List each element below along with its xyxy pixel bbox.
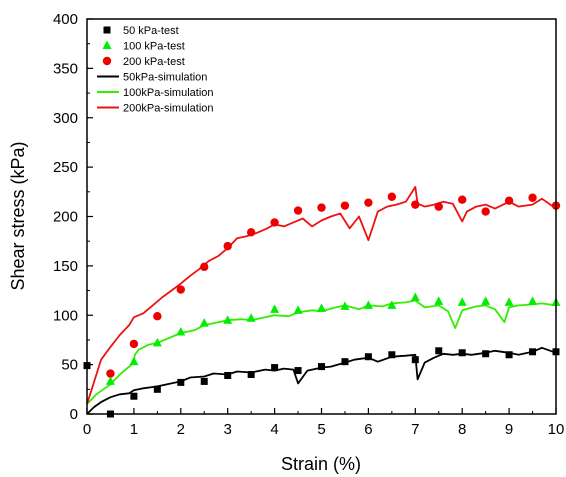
data-point-100-kpa-test bbox=[270, 304, 280, 313]
data-point-200-kpa-test bbox=[176, 285, 185, 294]
data-point-50-kpa-test bbox=[505, 351, 513, 359]
y-tick-label: 0 bbox=[70, 406, 78, 423]
y-tick-label: 400 bbox=[53, 11, 78, 28]
series-line-200kpa-simulation bbox=[86, 185, 557, 405]
x-tick-label: 3 bbox=[224, 421, 232, 438]
data-point-50-kpa-test bbox=[482, 350, 490, 358]
legend-symbol-50-kpa-test bbox=[103, 26, 111, 34]
y-tick-label: 250 bbox=[53, 159, 78, 176]
data-point-50-kpa-test bbox=[318, 363, 325, 371]
data-point-200-kpa-test bbox=[340, 201, 350, 210]
x-tick-label: 6 bbox=[364, 421, 372, 438]
data-point-200-kpa-test bbox=[387, 192, 397, 201]
x-tick-label: 0 bbox=[83, 421, 91, 438]
y-axis-title: Shear stress (kPa) bbox=[8, 141, 28, 290]
data-point-100-kpa-test bbox=[223, 315, 233, 324]
data-point-50-kpa-test bbox=[271, 364, 279, 372]
data-point-50-kpa-test bbox=[411, 356, 419, 364]
data-point-100-kpa-test bbox=[457, 297, 467, 306]
data-point-100-kpa-test bbox=[410, 292, 420, 301]
x-tick-label: 5 bbox=[317, 421, 325, 438]
series-line-50kpa-simulation bbox=[86, 346, 557, 415]
plot-area bbox=[83, 185, 561, 418]
data-point-200-kpa-test bbox=[458, 195, 467, 204]
x-tick-label: 2 bbox=[177, 421, 185, 438]
data-point-200-kpa-test bbox=[270, 218, 279, 227]
x-tick-label: 4 bbox=[270, 421, 278, 438]
data-point-50-kpa-test bbox=[364, 353, 372, 361]
y-tick-label: 300 bbox=[53, 110, 78, 127]
x-tick-label: 7 bbox=[411, 421, 419, 438]
data-point-100-kpa-test bbox=[105, 376, 115, 385]
legend-label-100kpa-simulation: 100kPa-simulation bbox=[123, 87, 214, 99]
legend-label-100-kpa-test: 100 kPa-test bbox=[123, 41, 185, 53]
y-tick-label: 50 bbox=[61, 357, 78, 374]
data-point-50-kpa-test bbox=[153, 385, 161, 393]
data-point-50-kpa-test bbox=[247, 371, 255, 378]
data-point-100-kpa-test bbox=[481, 296, 491, 305]
y-tick-label: 100 bbox=[53, 307, 78, 324]
data-point-200-kpa-test bbox=[317, 203, 326, 212]
data-point-50-kpa-test bbox=[388, 351, 396, 359]
legend-label-50-kpa-test: 50 kPa-test bbox=[123, 25, 179, 37]
x-tick-label: 8 bbox=[458, 421, 466, 438]
legend-symbol-100-kpa-test bbox=[102, 40, 112, 49]
data-point-100-kpa-test bbox=[176, 327, 186, 336]
data-point-200-kpa-test bbox=[223, 241, 232, 251]
data-point-100-kpa-test bbox=[317, 303, 326, 312]
data-point-200-kpa-test bbox=[364, 198, 373, 207]
data-point-100-kpa-test bbox=[129, 356, 139, 366]
series-line-100kpa-simulation bbox=[86, 299, 557, 405]
data-point-50-kpa-test bbox=[200, 377, 208, 385]
x-tick-label: 9 bbox=[505, 421, 513, 438]
legend: 50 kPa-test 100 kPa-test 200 kPa-test 50kPa… bbox=[97, 25, 214, 115]
x-tick-label: 1 bbox=[130, 421, 138, 438]
data-point-100-kpa-test bbox=[363, 300, 373, 309]
y-tick-label: 200 bbox=[53, 209, 78, 226]
data-point-100-kpa-test bbox=[528, 296, 538, 305]
legend-label-200-kpa-test: 200 kPa-test bbox=[123, 56, 185, 68]
data-point-100-kpa-test bbox=[152, 337, 162, 347]
legend-label-50kpa-simulation: 50kPa-simulation bbox=[123, 72, 207, 84]
legend-label-200kpa-simulation: 200kPa-simulation bbox=[123, 103, 214, 115]
data-point-200-kpa-test bbox=[434, 202, 443, 211]
data-point-100-kpa-test bbox=[504, 297, 514, 306]
data-point-100-kpa-test bbox=[434, 296, 444, 305]
data-point-200-kpa-test bbox=[200, 262, 209, 272]
data-point-200-kpa-test bbox=[411, 200, 420, 209]
data-point-50-kpa-test bbox=[529, 348, 537, 356]
data-point-200-kpa-test bbox=[528, 193, 537, 202]
data-point-50-kpa-test bbox=[435, 347, 443, 355]
x-axis-title: Strain (%) bbox=[281, 454, 361, 474]
data-point-200-kpa-test bbox=[129, 339, 139, 349]
data-point-50-kpa-test bbox=[294, 367, 302, 375]
data-point-50-kpa-test bbox=[458, 349, 466, 357]
data-point-50-kpa-test bbox=[130, 392, 138, 400]
data-point-200-kpa-test bbox=[106, 369, 115, 378]
data-point-100-kpa-test bbox=[293, 305, 303, 314]
legend-symbol-200-kpa-test bbox=[102, 56, 112, 66]
data-point-50-kpa-test bbox=[177, 378, 185, 386]
data-point-100-kpa-test bbox=[246, 313, 256, 322]
data-point-200-kpa-test bbox=[153, 312, 162, 321]
data-point-200-kpa-test bbox=[246, 228, 256, 237]
data-point-50-kpa-test bbox=[341, 358, 349, 366]
data-point-200-kpa-test bbox=[504, 196, 514, 205]
data-point-100-kpa-test bbox=[199, 318, 209, 327]
x-tick-label: 10 bbox=[548, 421, 565, 438]
data-point-50-kpa-test bbox=[224, 371, 232, 379]
data-point-100-kpa-test bbox=[387, 300, 397, 309]
data-point-200-kpa-test bbox=[293, 206, 303, 215]
data-point-200-kpa-test bbox=[481, 207, 490, 216]
data-point-100-kpa-test bbox=[340, 301, 350, 310]
y-tick-label: 150 bbox=[53, 258, 78, 275]
y-tick-label: 350 bbox=[53, 60, 78, 77]
